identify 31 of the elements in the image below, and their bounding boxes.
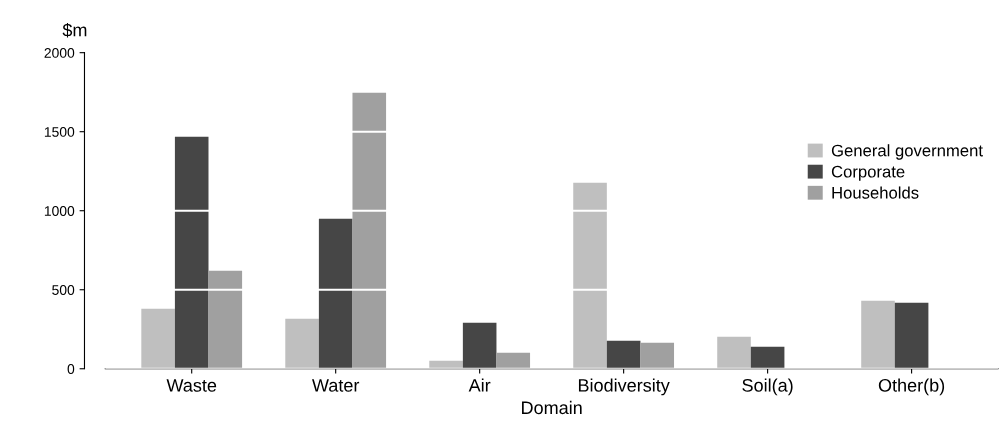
y-tick-label: 500 xyxy=(52,285,75,295)
bar xyxy=(285,318,319,369)
bar xyxy=(352,92,387,369)
bar xyxy=(750,346,785,369)
x-axis-title: Domain xyxy=(522,400,582,415)
bar xyxy=(318,218,353,369)
bar xyxy=(894,302,929,369)
legend-label: General government xyxy=(831,144,983,160)
bar xyxy=(208,270,243,369)
bar xyxy=(141,308,175,369)
bar xyxy=(496,352,531,369)
y-tick-label: 1000 xyxy=(44,206,75,216)
bar xyxy=(717,336,751,369)
x-tick-label: Other(b) xyxy=(878,378,945,396)
x-tick-label: Air xyxy=(468,378,491,392)
bar xyxy=(606,340,641,369)
bar xyxy=(640,342,675,369)
y-tick-label: 2000 xyxy=(44,48,75,58)
bar xyxy=(573,182,607,369)
x-tick-label: Soil(a) xyxy=(742,378,793,396)
y-axis-title: $m xyxy=(62,22,87,38)
x-tick-label: Water xyxy=(312,379,360,392)
bar xyxy=(861,300,895,369)
bar xyxy=(462,322,497,369)
x-tick-label: Biodiversity xyxy=(578,378,670,396)
x-tick-label: Waste xyxy=(166,379,217,392)
y-tick-label: 1500 xyxy=(44,127,75,137)
y-tick-label: 0 xyxy=(67,364,75,374)
bar xyxy=(174,136,209,369)
legend-label: Corporate xyxy=(831,165,905,181)
legend-label: Households xyxy=(832,186,919,199)
